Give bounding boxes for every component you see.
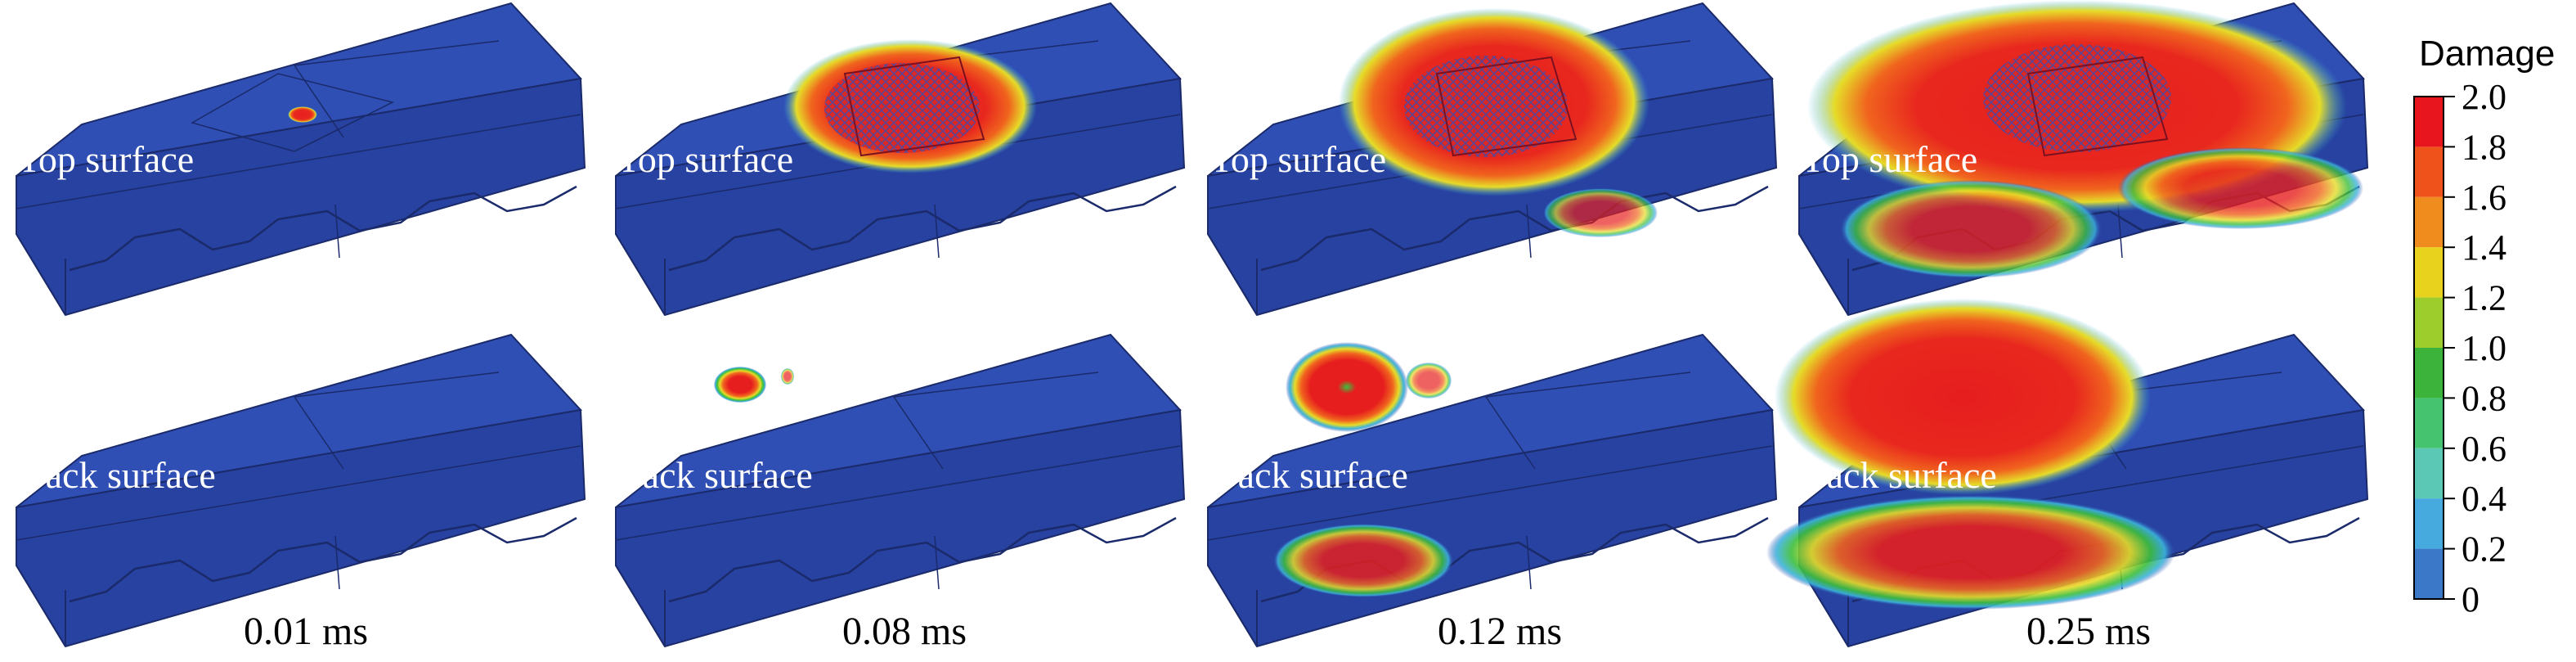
legend-tick-label: 0.6 [2462, 429, 2506, 469]
corrugated-core [1260, 185, 1769, 272]
damage-zone [1406, 363, 1452, 399]
block-edge [615, 176, 666, 316]
corrugated-core [668, 516, 1177, 603]
legend-tick-label: 1.4 [2462, 227, 2506, 268]
seam-line [1485, 372, 1691, 398]
legend-swatch [2414, 348, 2444, 399]
legend-swatch [2414, 398, 2444, 448]
top-surface-model [1207, 2, 1778, 317]
legend-tick-label: 1.2 [2462, 278, 2506, 318]
damage-legend: 2.0 1.8 1.6 1.4 1.2 1.0 0.8 0.6 0.4 0.2 0 [2413, 77, 2506, 619]
damage-zone [824, 63, 980, 153]
damage-zone [2118, 147, 2363, 229]
seam-line [1485, 396, 1536, 470]
back-surface-label: Back surface [20, 454, 216, 496]
seam-line [2117, 204, 2123, 259]
damage-zone [1983, 44, 2171, 152]
corrugated-core [668, 185, 1177, 272]
legend-title: Damage [2419, 34, 2555, 74]
top-surface-label: Top surface [1802, 138, 1977, 180]
damage-zone [288, 106, 317, 123]
legend-swatch [2414, 247, 2444, 298]
impact-zone-outline [191, 73, 395, 152]
back-surface-label: Back surface [617, 454, 813, 496]
damage-zone [1766, 495, 2175, 610]
impact-zone-outline [2026, 56, 2169, 157]
seam-line [934, 535, 940, 590]
damage-zone [1286, 342, 1408, 432]
time-label: 0.25 ms [2026, 610, 2151, 653]
back-surface-model [1207, 333, 1778, 648]
back-surface-model [1766, 299, 2369, 648]
legend-tick-label: 0.2 [2462, 529, 2506, 570]
block-edge [1207, 507, 1258, 647]
legend-tick-label: 2.0 [2462, 77, 2506, 117]
seam-line [294, 65, 344, 138]
back-surface-model [16, 333, 586, 648]
legend-swatch [2414, 146, 2444, 197]
top-surface-model [16, 2, 586, 317]
block-edge [1798, 176, 1849, 316]
face-sheet-line [615, 445, 1181, 541]
damage-zone [781, 368, 794, 385]
top-surface-label: Top surface [18, 138, 194, 180]
block-edge [615, 507, 666, 647]
seam-line [334, 535, 340, 590]
face-sheet-line [16, 445, 581, 541]
time-label: 0.01 ms [244, 610, 368, 653]
back-surface-label: Back surface [1802, 454, 1997, 496]
damage-zone [1840, 180, 2102, 278]
top-surface-label: Top surface [617, 138, 793, 180]
block-edge [16, 176, 66, 316]
damage-zone [714, 367, 766, 403]
block-edge [1207, 176, 1258, 316]
seam-line [294, 40, 500, 66]
seam-line [294, 396, 344, 470]
seam-line [1526, 535, 1532, 590]
legend-tick-label: 1.6 [2462, 178, 2506, 218]
damage-zone [1273, 524, 1453, 597]
block-edge [16, 507, 66, 647]
legend-tick-label: 0.8 [2462, 378, 2506, 418]
seam-line [893, 372, 1099, 398]
seam-line [334, 204, 340, 259]
legend-tick-label: 0.4 [2462, 479, 2506, 519]
damage-zone [1775, 299, 2151, 495]
damage-zone [1543, 188, 1658, 237]
seam-line [294, 372, 500, 398]
seam-line [1526, 204, 1532, 259]
top-surface-model [615, 2, 1186, 317]
legend-swatch [2414, 297, 2444, 348]
corrugated-core [69, 516, 577, 603]
back-surface-label: Back surface [1213, 454, 1408, 496]
corrugated-core [69, 185, 577, 272]
time-label: 0.12 ms [1438, 610, 1562, 653]
legend-swatch [2414, 448, 2444, 499]
top-surface-label: Top surface [1210, 138, 1386, 180]
legend-swatch [2414, 498, 2444, 549]
legend-tick-label: 1.0 [2462, 328, 2506, 368]
back-surface-model [615, 333, 1186, 648]
time-label: 0.08 ms [842, 610, 967, 653]
seam-line [934, 204, 940, 259]
seam-line [893, 396, 944, 470]
impact-zone-outline [843, 56, 985, 157]
legend-swatch [2414, 97, 2444, 147]
legend-swatch [2414, 196, 2444, 248]
legend-tick-label: 0 [2462, 579, 2480, 619]
top-surface-model [1798, 0, 2369, 317]
legend-tick-label: 1.8 [2462, 127, 2506, 167]
legend-swatch [2414, 548, 2444, 599]
impact-zone-outline [1435, 56, 1577, 157]
face-sheet-line [1207, 445, 1773, 541]
damage-zone [1404, 56, 1568, 157]
face-sheet-line [16, 114, 581, 209]
